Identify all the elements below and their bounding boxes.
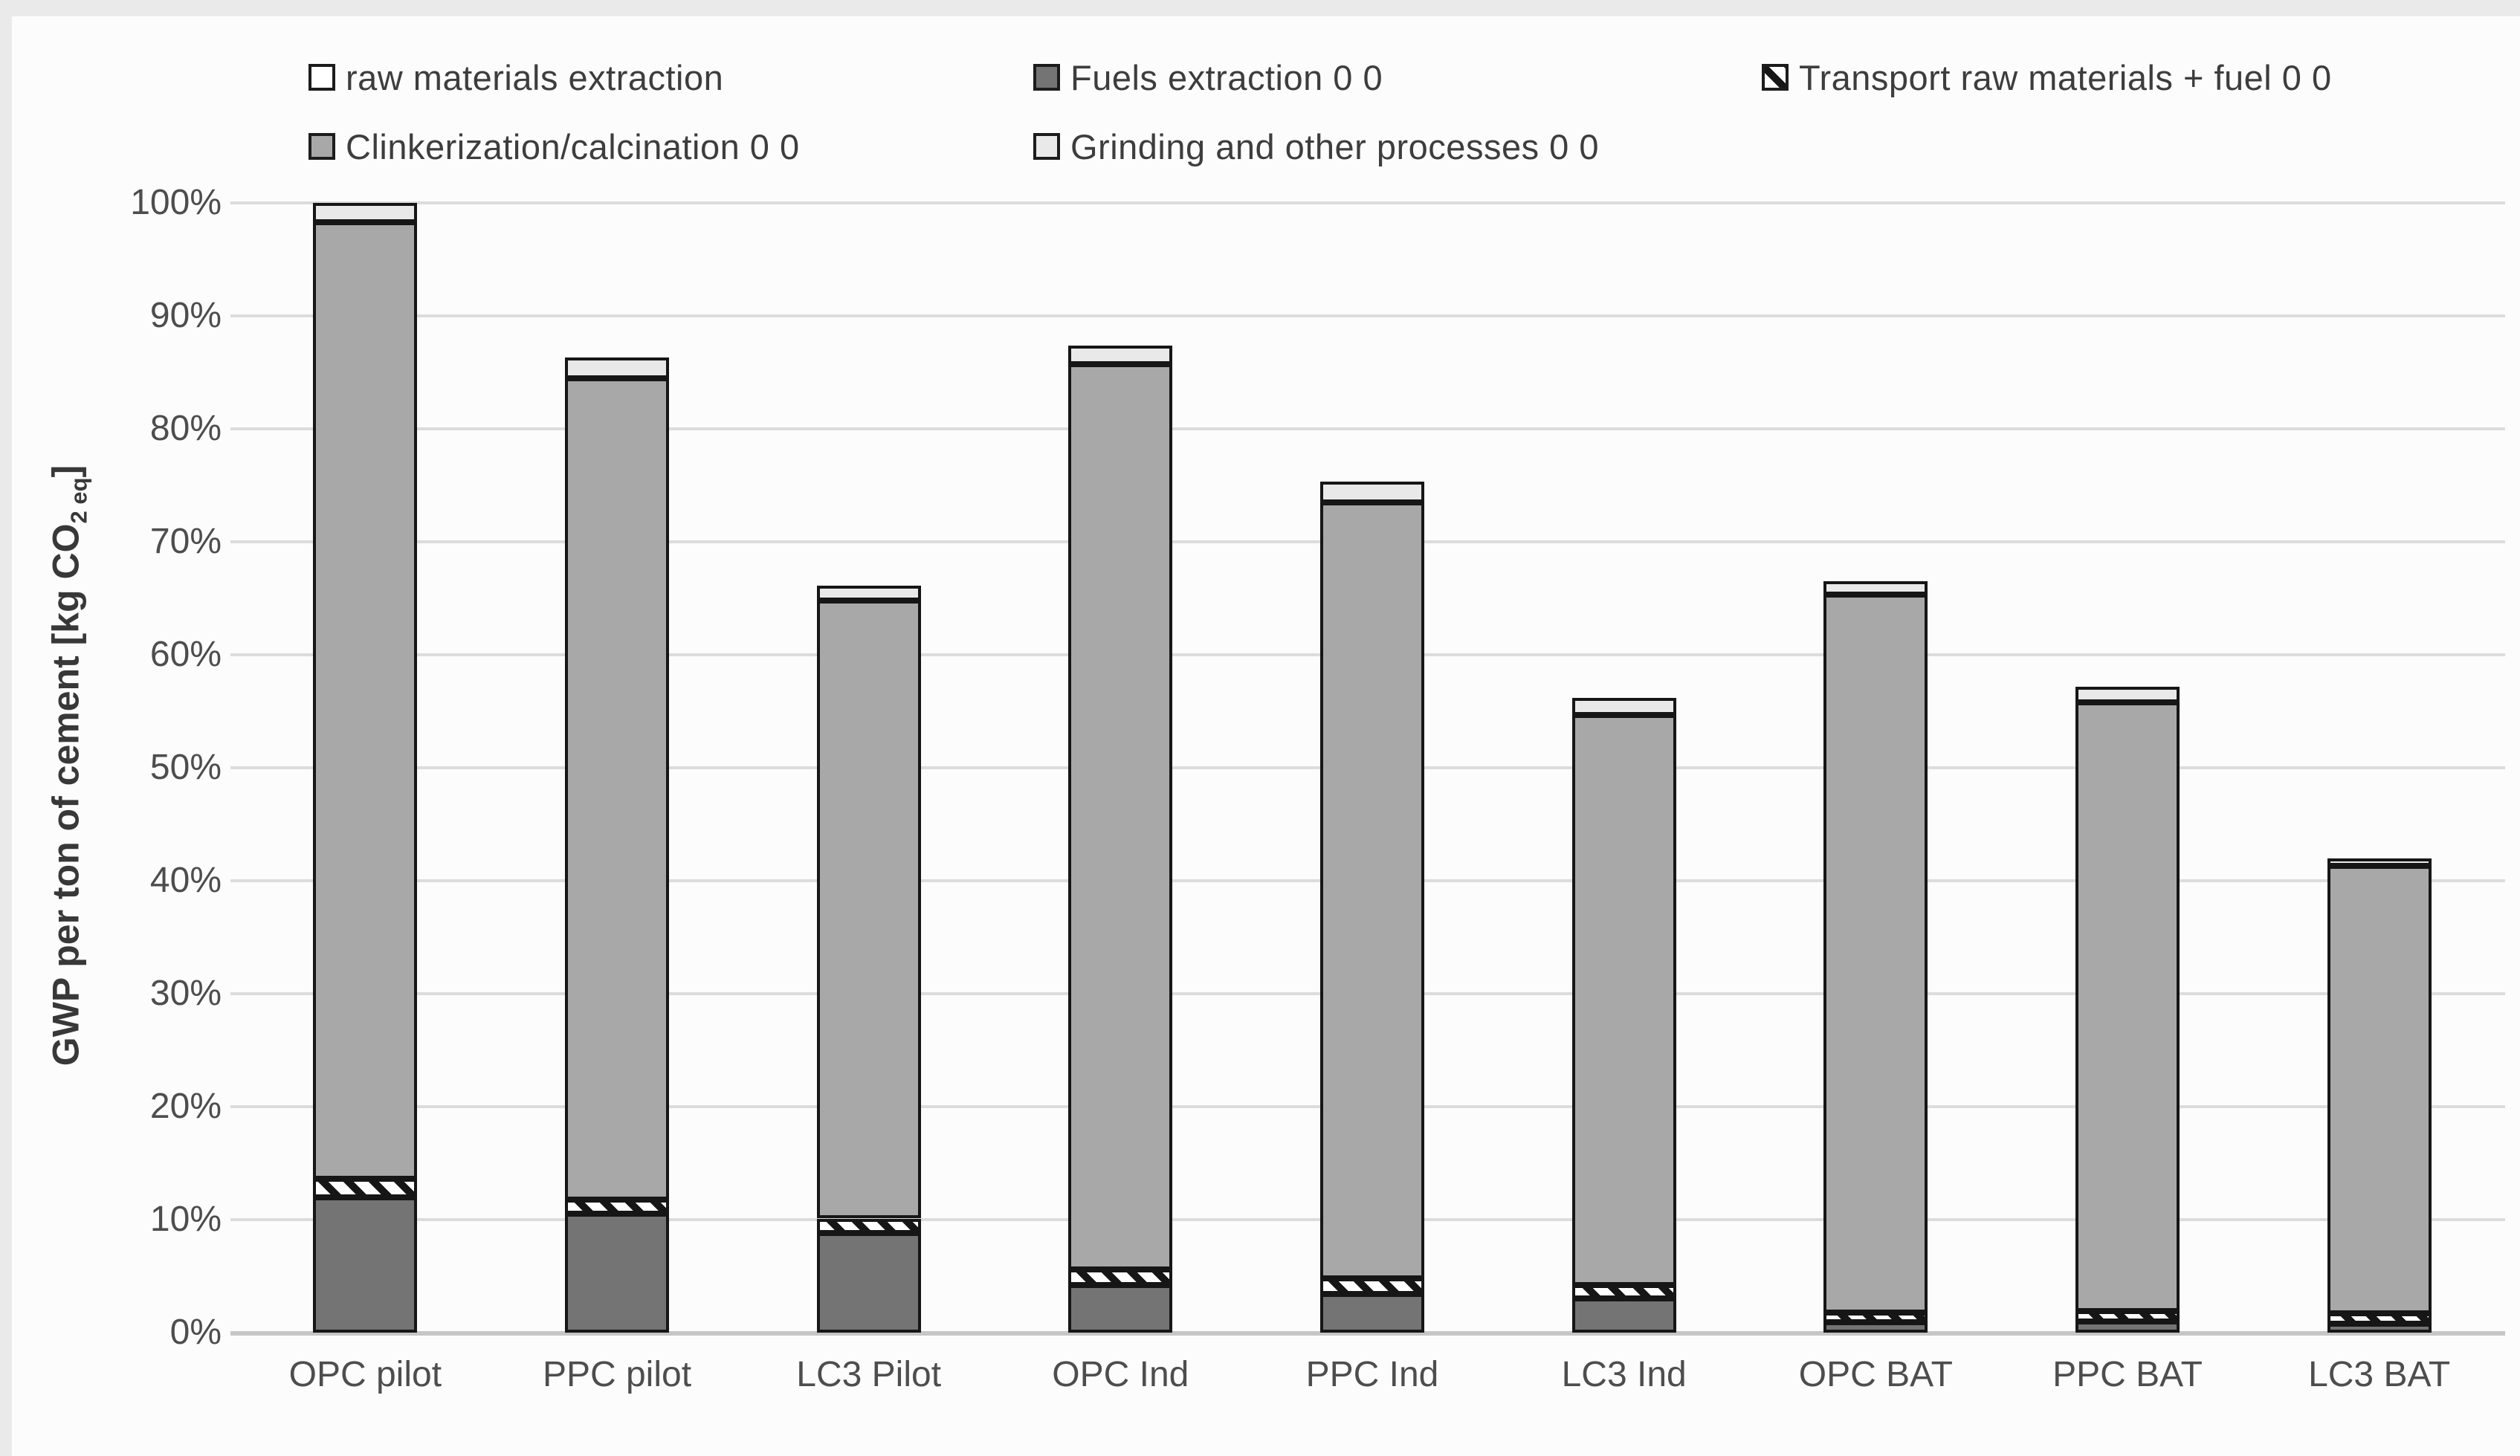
segment-transport-lc3-ind (1571, 1285, 1676, 1299)
segment-fuels-opc-ind (1068, 1285, 1173, 1333)
segment-grinding-ppc-pilot (565, 357, 669, 378)
segment-fuels-opc-pilot (313, 1197, 418, 1333)
segment-transport-opc-pilot (313, 1179, 418, 1197)
segment-transport-lc3-bat (2327, 1313, 2432, 1324)
x-category-label-lc3-ind: LC3 Ind (1561, 1355, 1687, 1394)
segment-fuels-opc-bat (1823, 1322, 1928, 1333)
segment-fuels-lc3-ind (1571, 1298, 1676, 1333)
x-category-label-lc3-pilot: LC3 Pilot (796, 1355, 942, 1394)
x-category-label-opc-pilot: OPC pilot (288, 1355, 442, 1394)
y-axis-title-suffix: ] (45, 465, 87, 478)
legend-item-clinker: Clinkerization/calcination 0 0 (308, 123, 800, 170)
y-tick-label-70%: 70% (149, 522, 222, 561)
segment-fuels-ppc-ind (1320, 1294, 1424, 1333)
segment-clinker-ppc-pilot (565, 378, 669, 1200)
segment-clinker-lc3-pilot (816, 601, 921, 1219)
segment-transport-ppc-ind (1320, 1278, 1424, 1295)
stacked-bar-opc-bat (1823, 203, 1928, 1333)
y-tick-label-80%: 80% (149, 409, 222, 448)
segment-clinker-lc3-bat (2327, 866, 2432, 1314)
segment-fuels-lc3-bat (2327, 1323, 2432, 1333)
gridline-80% (230, 427, 2505, 430)
legend-item-grinding: Grinding and other processes 0 0 (1033, 123, 1599, 170)
legend-label-grinding: Grinding and other processes 0 0 (1070, 126, 1599, 166)
gridline-0% (230, 1331, 2505, 1336)
segment-transport-opc-bat (1823, 1312, 1928, 1323)
segment-grinding-opc-pilot (313, 203, 418, 222)
stacked-bar-ppc-pilot (565, 203, 669, 1333)
segment-grinding-opc-ind (1068, 345, 1173, 365)
y-tick-label-90%: 90% (149, 296, 222, 335)
y-tick-label-40%: 40% (149, 861, 222, 900)
segment-fuels-ppc-pilot (565, 1214, 669, 1333)
y-tick-label-20%: 20% (149, 1087, 222, 1126)
gridline-100% (230, 201, 2505, 204)
segment-grinding-lc3-ind (1571, 697, 1676, 715)
legend-label-fuels: Fuels extraction 0 0 (1070, 57, 1383, 97)
legend-label-clinker: Clinkerization/calcination 0 0 (346, 126, 800, 166)
stacked-bar-ppc-bat (2075, 203, 2180, 1333)
segment-clinker-ppc-bat (2075, 702, 2180, 1312)
y-tick-label-0%: 0% (169, 1313, 222, 1352)
segment-clinker-lc3-ind (1571, 714, 1676, 1286)
segment-clinker-opc-ind (1068, 364, 1173, 1269)
legend-swatch-transport-icon (1762, 64, 1789, 91)
y-tick-label-10%: 10% (149, 1200, 222, 1239)
legend-item-raw: raw materials extraction (308, 54, 723, 101)
legend-swatch-grinding-icon (1033, 133, 1060, 160)
x-category-label-lc3-bat: LC3 BAT (2308, 1355, 2451, 1394)
legend-label-raw: raw materials extraction (346, 57, 724, 97)
y-tick-label-100%: 100% (130, 183, 222, 222)
legend-swatch-clinker-icon (308, 133, 335, 160)
legend-swatch-fuels-icon (1033, 64, 1060, 91)
x-category-label-opc-bat: OPC BAT (1798, 1355, 1953, 1394)
legend-item-fuels: Fuels extraction 0 0 (1033, 54, 1383, 101)
x-category-label-ppc-ind: PPC Ind (1305, 1355, 1439, 1394)
segment-transport-opc-ind (1068, 1269, 1173, 1286)
legend-swatch-raw-icon (308, 64, 335, 91)
segment-grinding-ppc-ind (1320, 482, 1424, 502)
segment-grinding-opc-bat (1823, 581, 1928, 595)
segment-transport-ppc-bat (2075, 1311, 2180, 1321)
y-tick-label-60%: 60% (149, 635, 222, 674)
segment-clinker-opc-bat (1823, 595, 1928, 1313)
segment-fuels-ppc-bat (2075, 1321, 2180, 1333)
stacked-bar-ppc-ind (1320, 203, 1424, 1333)
stacked-bar-lc3-bat (2327, 203, 2432, 1333)
legend-label-transport: Transport raw materials + fuel 0 0 (1799, 57, 2332, 97)
segment-grinding-lc3-pilot (816, 586, 921, 601)
plot-area (230, 201, 2505, 1336)
gridline-90% (230, 314, 2505, 317)
segment-clinker-opc-pilot (313, 221, 418, 1180)
y-tick-label-30%: 30% (149, 974, 222, 1013)
segment-grinding-lc3-bat (2327, 858, 2432, 867)
segment-fuels-lc3-pilot (816, 1233, 921, 1333)
legend-item-transport: Transport raw materials + fuel 0 0 (1762, 54, 2332, 101)
segment-grinding-ppc-bat (2075, 686, 2180, 702)
segment-transport-lc3-pilot (816, 1218, 921, 1234)
stacked-bar-opc-pilot (313, 203, 418, 1333)
x-category-label-ppc-pilot: PPC pilot (542, 1355, 692, 1394)
segment-clinker-ppc-ind (1320, 502, 1424, 1279)
x-category-label-ppc-bat: PPC BAT (2052, 1355, 2203, 1394)
y-tick-label-50%: 50% (149, 748, 222, 787)
segment-transport-ppc-pilot (565, 1199, 669, 1214)
stacked-bar-opc-ind (1068, 203, 1173, 1333)
x-category-label-opc-ind: OPC Ind (1052, 1355, 1189, 1394)
stacked-bar-lc3-pilot (816, 203, 921, 1333)
stacked-bar-lc3-ind (1571, 203, 1676, 1333)
